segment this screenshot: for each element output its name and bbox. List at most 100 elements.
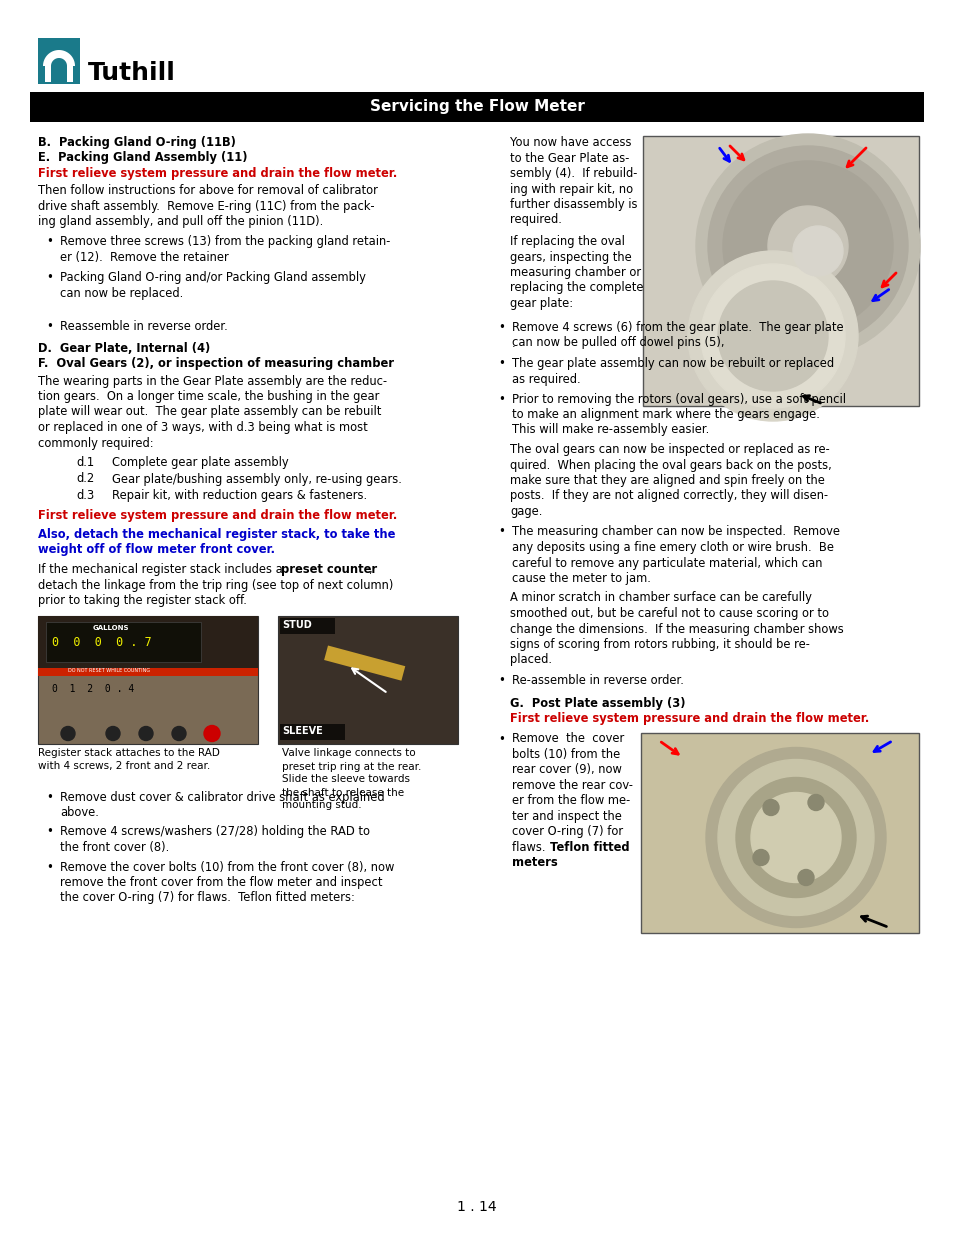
Text: First relieve system pressure and drain the flow meter.: First relieve system pressure and drain … <box>38 167 396 180</box>
Text: •: • <box>497 674 504 687</box>
Text: er from the flow me-: er from the flow me- <box>512 794 630 808</box>
Text: Slide the sleeve towards: Slide the sleeve towards <box>282 774 410 784</box>
Text: can now be replaced.: can now be replaced. <box>60 287 183 300</box>
Text: replacing the complete: replacing the complete <box>510 282 643 294</box>
Text: careful to remove any particulate material, which can: careful to remove any particulate materi… <box>512 557 821 569</box>
Text: the front cover (8).: the front cover (8). <box>60 841 169 853</box>
Text: Repair kit, with reduction gears & fasteners.: Repair kit, with reduction gears & faste… <box>112 489 367 501</box>
Text: Teflon fitted: Teflon fitted <box>550 841 629 853</box>
Text: •: • <box>497 321 504 333</box>
Text: G.  Post Plate assembly (3): G. Post Plate assembly (3) <box>510 697 685 709</box>
Text: Remove 4 screws (6) from the gear plate.  The gear plate: Remove 4 screws (6) from the gear plate.… <box>512 321 842 333</box>
Text: ing with repair kit, no: ing with repair kit, no <box>510 183 633 195</box>
Text: •: • <box>46 790 52 804</box>
Text: Remove the cover bolts (10) from the front cover (8), now: Remove the cover bolts (10) from the fro… <box>60 861 394 873</box>
Text: •: • <box>46 861 52 873</box>
Text: B.  Packing Gland O-ring (11B): B. Packing Gland O-ring (11B) <box>38 136 235 149</box>
Text: drive shaft assembly.  Remove E-ring (11C) from the pack-: drive shaft assembly. Remove E-ring (11C… <box>38 200 375 212</box>
Text: the cover O-ring (7) for flaws.  Teflon fitted meters:: the cover O-ring (7) for flaws. Teflon f… <box>60 892 355 904</box>
Text: You now have access: You now have access <box>510 136 631 149</box>
Text: the shaft to release the: the shaft to release the <box>282 788 404 798</box>
Text: preset trip ring at the rear.: preset trip ring at the rear. <box>282 762 421 772</box>
Text: Packing Gland O-ring and/or Packing Gland assembly: Packing Gland O-ring and/or Packing Glan… <box>60 270 366 284</box>
Text: ing gland assembly, and pull off the pinion (11D).: ing gland assembly, and pull off the pin… <box>38 215 323 228</box>
Circle shape <box>139 726 152 741</box>
Circle shape <box>696 135 919 358</box>
Text: gear plate:: gear plate: <box>510 296 573 310</box>
Circle shape <box>687 251 857 421</box>
Text: posts.  If they are not aligned correctly, they will disen-: posts. If they are not aligned correctly… <box>510 489 827 503</box>
Circle shape <box>750 793 841 883</box>
Circle shape <box>718 760 873 915</box>
Circle shape <box>807 794 823 810</box>
Text: Remove  the  cover: Remove the cover <box>512 732 623 746</box>
Text: SLEEVE: SLEEVE <box>282 725 322 736</box>
Text: cause the meter to jam.: cause the meter to jam. <box>512 572 650 585</box>
Text: signs of scoring from rotors rubbing, it should be re-: signs of scoring from rotors rubbing, it… <box>510 638 809 651</box>
Text: First relieve system pressure and drain the flow meter.: First relieve system pressure and drain … <box>38 510 396 522</box>
Text: Reassemble in reverse order.: Reassemble in reverse order. <box>60 320 228 333</box>
Text: required.: required. <box>510 214 561 226</box>
Circle shape <box>735 778 855 898</box>
Text: with 4 screws, 2 front and 2 rear.: with 4 screws, 2 front and 2 rear. <box>38 762 210 772</box>
Bar <box>45 61 51 82</box>
Text: Servicing the Flow Meter: Servicing the Flow Meter <box>369 100 584 115</box>
Text: to the Gear Plate as-: to the Gear Plate as- <box>510 152 629 164</box>
Text: This will make re-assembly easier.: This will make re-assembly easier. <box>512 424 708 436</box>
Text: 0  1  2  0 . 4: 0 1 2 0 . 4 <box>52 683 134 694</box>
Circle shape <box>106 726 120 741</box>
Text: •: • <box>497 526 504 538</box>
Text: ,: , <box>368 563 372 576</box>
Text: detach the linkage from the trip ring (see top of next column): detach the linkage from the trip ring (s… <box>38 578 393 592</box>
Text: Also, detach the mechanical register stack, to take the: Also, detach the mechanical register sta… <box>38 529 395 541</box>
Text: :: : <box>552 857 556 869</box>
Circle shape <box>762 799 779 815</box>
Text: A minor scratch in chamber surface can be carefully: A minor scratch in chamber surface can b… <box>510 592 811 604</box>
Text: cover O-ring (7) for: cover O-ring (7) for <box>512 825 622 839</box>
Text: d.2: d.2 <box>76 473 94 485</box>
Text: commonly required:: commonly required: <box>38 436 153 450</box>
Text: Re-assemble in reverse order.: Re-assemble in reverse order. <box>512 674 683 687</box>
Text: make sure that they are aligned and spin freely on the: make sure that they are aligned and spin… <box>510 474 824 487</box>
Text: placed.: placed. <box>510 653 552 667</box>
Text: plate will wear out.  The gear plate assembly can be rebuilt: plate will wear out. The gear plate asse… <box>38 405 381 419</box>
Text: The gear plate assembly can now be rebuilt or replaced: The gear plate assembly can now be rebui… <box>512 357 833 370</box>
Bar <box>67 61 73 82</box>
Text: D.  Gear Plate, Internal (4): D. Gear Plate, Internal (4) <box>38 342 210 354</box>
Text: remove the rear cov-: remove the rear cov- <box>512 779 633 792</box>
Text: to make an alignment mark where the gears engage.: to make an alignment mark where the gear… <box>512 408 819 421</box>
Text: .: . <box>512 337 515 350</box>
Bar <box>30 91 923 122</box>
Text: The oval gears can now be inspected or replaced as re-: The oval gears can now be inspected or r… <box>510 443 829 456</box>
Text: meters: meters <box>512 857 558 869</box>
Text: Then follow instructions for above for removal of calibrator: Then follow instructions for above for r… <box>38 184 377 198</box>
Bar <box>38 667 257 676</box>
Text: •: • <box>46 270 52 284</box>
Text: If the mechanical register stack includes a: If the mechanical register stack include… <box>38 563 286 576</box>
Bar <box>642 136 918 406</box>
Text: can now be pulled off dowel pins (5),: can now be pulled off dowel pins (5), <box>512 336 723 350</box>
Text: Register stack attaches to the RAD: Register stack attaches to the RAD <box>38 748 219 758</box>
Text: F.  Oval Gears (2), or inspection of measuring chamber: F. Oval Gears (2), or inspection of meas… <box>38 357 394 370</box>
Text: •: • <box>46 825 52 839</box>
Text: STUD: STUD <box>282 620 312 630</box>
Text: Remove dust cover & calibrator drive shaft as explained: Remove dust cover & calibrator drive sha… <box>60 790 384 804</box>
Text: weight off of flow meter front cover.: weight off of flow meter front cover. <box>38 543 274 557</box>
Bar <box>280 618 335 634</box>
Text: Gear plate/bushing assembly only, re-using gears.: Gear plate/bushing assembly only, re-usi… <box>112 473 401 485</box>
Text: If replacing the oval: If replacing the oval <box>510 235 624 248</box>
Text: tion gears.  On a longer time scale, the bushing in the gear: tion gears. On a longer time scale, the … <box>38 390 379 403</box>
Text: flaws.: flaws. <box>512 841 552 853</box>
Text: smoothed out, but be careful not to cause scoring or to: smoothed out, but be careful not to caus… <box>510 606 828 620</box>
Text: DO NOT RESET WHILE COUNTING: DO NOT RESET WHILE COUNTING <box>68 668 150 673</box>
Text: Valve linkage connects to: Valve linkage connects to <box>282 748 416 758</box>
Text: Tuthill: Tuthill <box>88 61 175 85</box>
Text: The measuring chamber can now be inspected.  Remove: The measuring chamber can now be inspect… <box>512 526 840 538</box>
Bar <box>38 38 80 84</box>
Text: d.3: d.3 <box>76 489 94 501</box>
Text: mounting stud.: mounting stud. <box>282 800 361 810</box>
Text: First relieve system pressure and drain the flow meter.: First relieve system pressure and drain … <box>510 713 868 725</box>
Text: E.  Packing Gland Assembly (11): E. Packing Gland Assembly (11) <box>38 152 247 164</box>
Circle shape <box>707 146 907 346</box>
Circle shape <box>700 264 844 408</box>
